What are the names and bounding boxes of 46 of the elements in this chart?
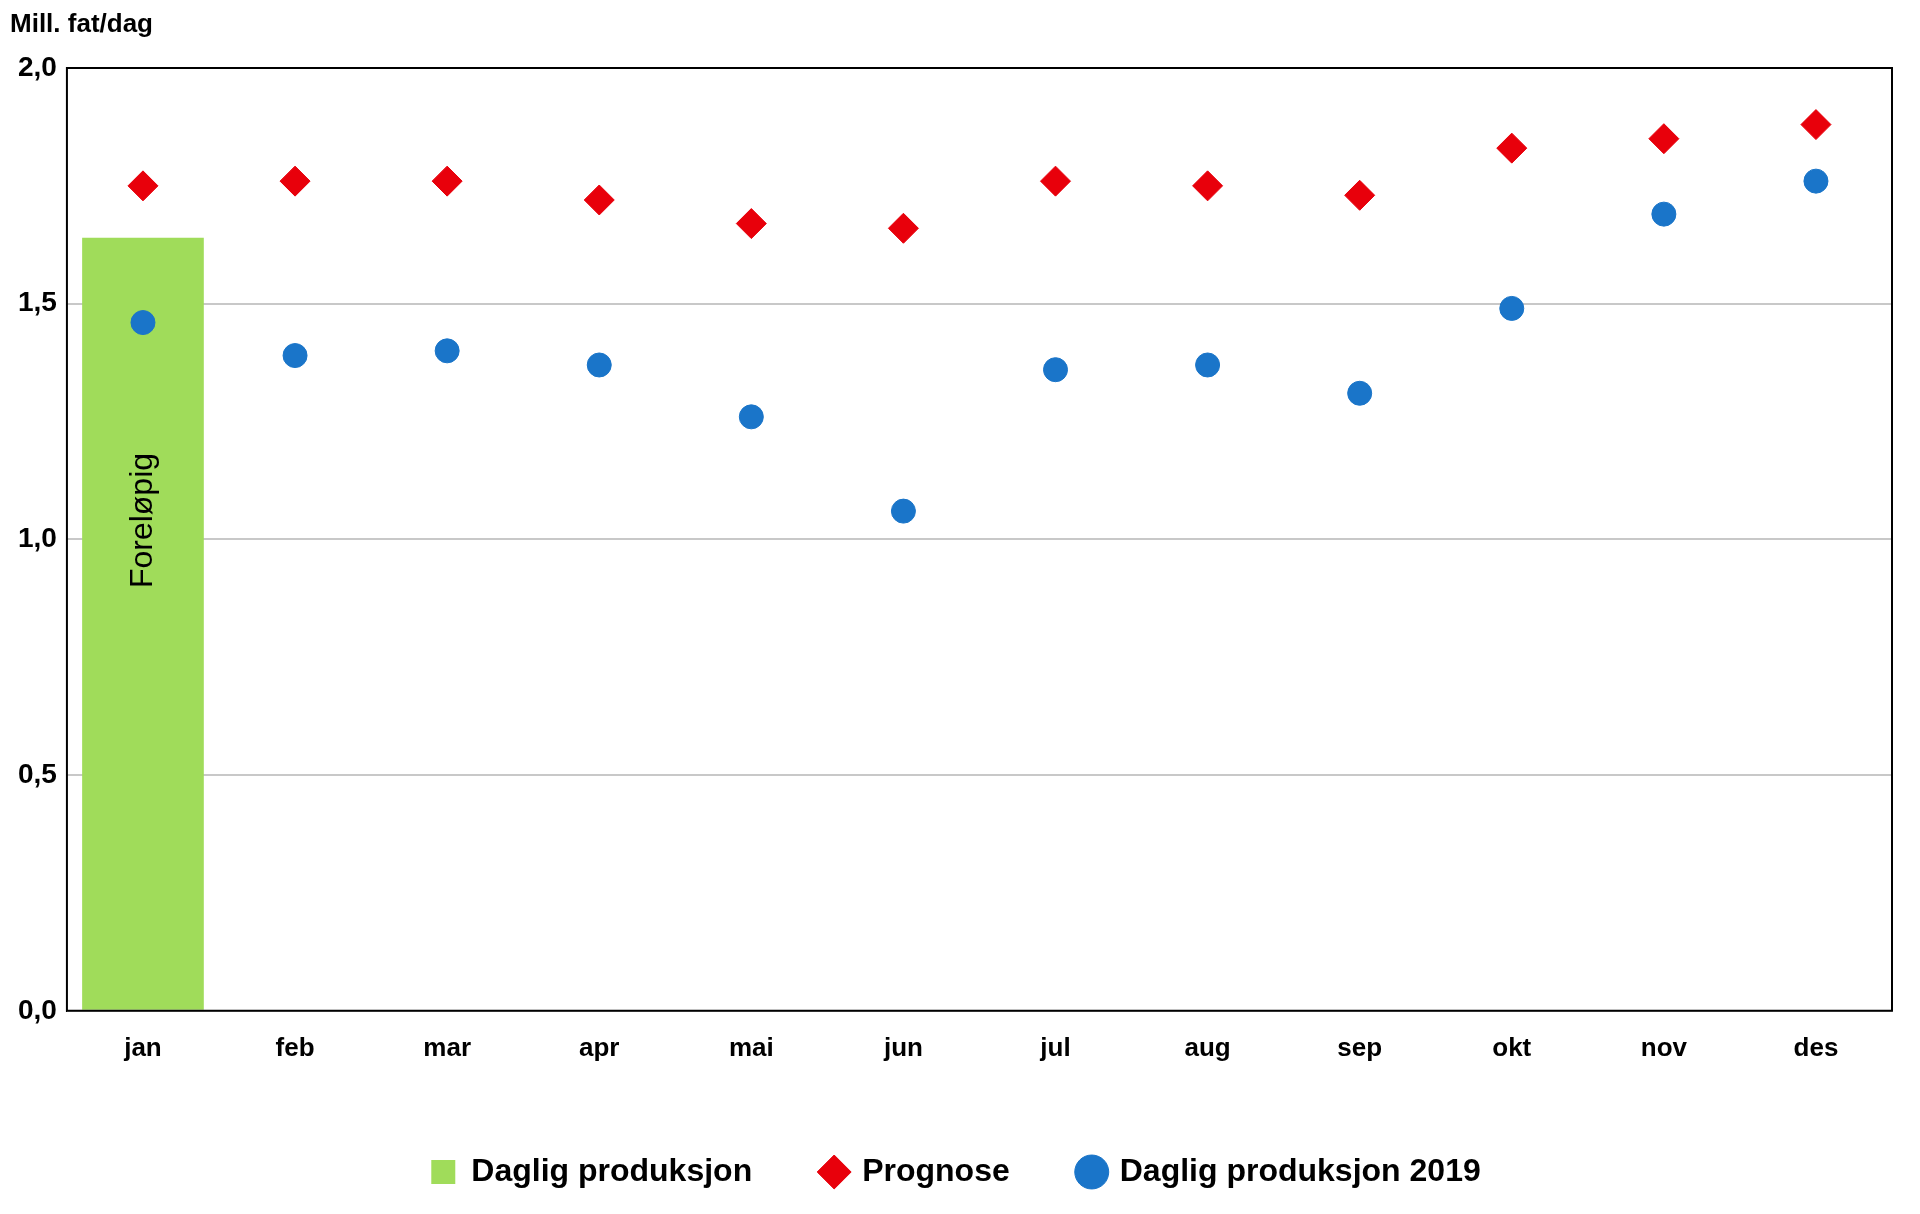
point <box>1192 170 1224 202</box>
legend-label: Prognose <box>862 1151 1010 1188</box>
y-tick-label: 1,5 <box>17 286 57 318</box>
y-tick-label: 0,5 <box>17 757 57 789</box>
point <box>1043 357 1069 383</box>
y-tick-label: 2,0 <box>17 50 57 82</box>
point <box>586 352 612 378</box>
point <box>1040 165 1072 197</box>
point <box>1347 380 1373 406</box>
x-tick-label: apr <box>579 1031 620 1062</box>
point <box>279 165 311 197</box>
x-tick-label: aug <box>1184 1031 1231 1062</box>
point <box>887 212 919 244</box>
x-tick-label: jan <box>123 1031 162 1062</box>
annotation: Foreløpig <box>122 452 159 589</box>
x-tick-label: mai <box>728 1031 774 1062</box>
point <box>1651 201 1677 227</box>
x-tick-label: jul <box>1039 1031 1071 1062</box>
point <box>127 170 159 202</box>
x-tick-label: mar <box>423 1031 471 1062</box>
point <box>282 343 308 369</box>
point <box>738 404 764 430</box>
point <box>890 498 916 524</box>
x-tick-label: sep <box>1337 1031 1383 1062</box>
x-tick-label: nov <box>1640 1031 1688 1062</box>
legend-label: Daglig produksjon 2019 <box>1119 1151 1481 1188</box>
point <box>735 208 767 240</box>
y-axis-title: Mill. fat/dag <box>10 8 153 39</box>
x-tick-label: okt <box>1492 1031 1532 1062</box>
point <box>1800 109 1832 141</box>
point <box>583 184 615 216</box>
x-tick-label: des <box>1793 1031 1839 1062</box>
point <box>434 338 460 364</box>
point <box>1195 352 1221 378</box>
point <box>130 310 156 336</box>
point <box>1648 123 1680 155</box>
legend-label: Daglig produksjon <box>471 1151 753 1188</box>
y-tick-label: 0,0 <box>17 993 57 1025</box>
point <box>1496 132 1528 164</box>
x-tick-label: feb <box>275 1031 315 1062</box>
point <box>1803 168 1829 194</box>
x-tick-label: jun <box>882 1031 923 1062</box>
point <box>431 165 463 197</box>
point <box>1344 179 1376 211</box>
y-tick-label: 1,0 <box>17 522 57 554</box>
point <box>1499 295 1525 321</box>
